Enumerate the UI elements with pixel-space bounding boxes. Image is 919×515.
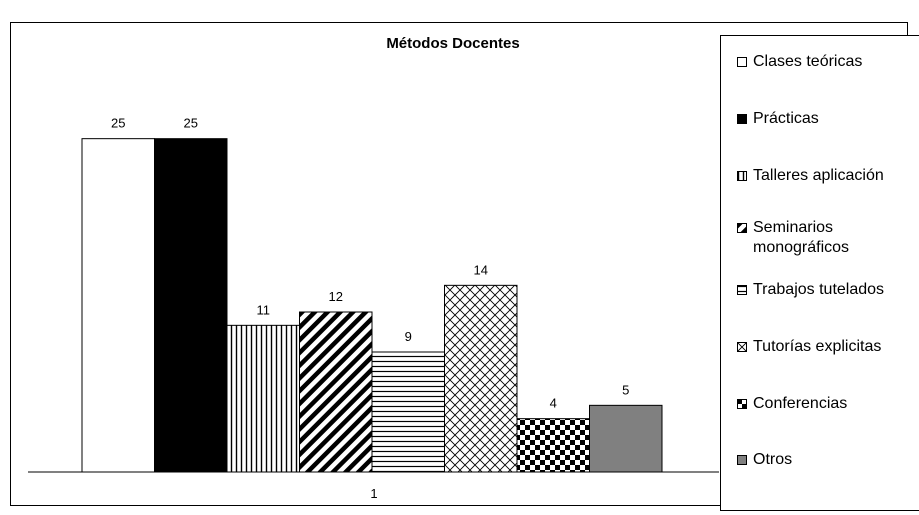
legend-label: Seminarios monográficos [753, 219, 850, 256]
chart-title: Métodos Docentes [386, 35, 519, 52]
data-label-2: 25 [184, 116, 198, 131]
data-label-5: 9 [405, 329, 412, 344]
bars-group [81, 138, 663, 473]
legend-swatch-3 [737, 171, 747, 181]
legend-swatch-2 [737, 114, 747, 124]
bar-6 [444, 284, 518, 473]
data-label-4: 12 [329, 289, 343, 304]
legend-label: Tutorías explicitas [753, 338, 882, 355]
legend-label: Clases teóricas [753, 53, 863, 70]
legend-label: Talleres aplicación [753, 167, 884, 184]
bar-7 [516, 418, 590, 473]
bar-8 [589, 404, 663, 473]
legend-swatch-7 [737, 399, 747, 409]
bar-5 [371, 351, 445, 473]
bar-1 [81, 138, 155, 473]
data-label-6: 14 [474, 262, 488, 277]
data-labels-group: 25 25 11 12 9 14 4 5 [111, 116, 629, 411]
legend-swatch-8 [737, 455, 747, 465]
legend-swatch-1 [737, 57, 747, 67]
legend-swatch-5 [737, 285, 747, 295]
legend-label: Otros [753, 451, 793, 468]
data-label-3: 11 [257, 302, 271, 317]
bar-2 [154, 138, 228, 473]
data-label-1: 25 [111, 116, 125, 131]
bar-4 [299, 311, 373, 473]
data-label-7: 4 [550, 396, 557, 411]
legend-label: Prácticas [753, 110, 819, 127]
legend-swatch-6 [737, 342, 747, 352]
legend: Clases teóricas Prácticas Talleres aplicac… [720, 35, 919, 511]
legend-swatch-4 [737, 223, 747, 233]
legend-label: Trabajos tutelados [753, 281, 885, 298]
x-tick-label: 1 [370, 486, 377, 501]
bar-3 [226, 324, 300, 473]
legend-label: Conferencias [753, 395, 848, 412]
data-label-8: 5 [622, 382, 629, 397]
